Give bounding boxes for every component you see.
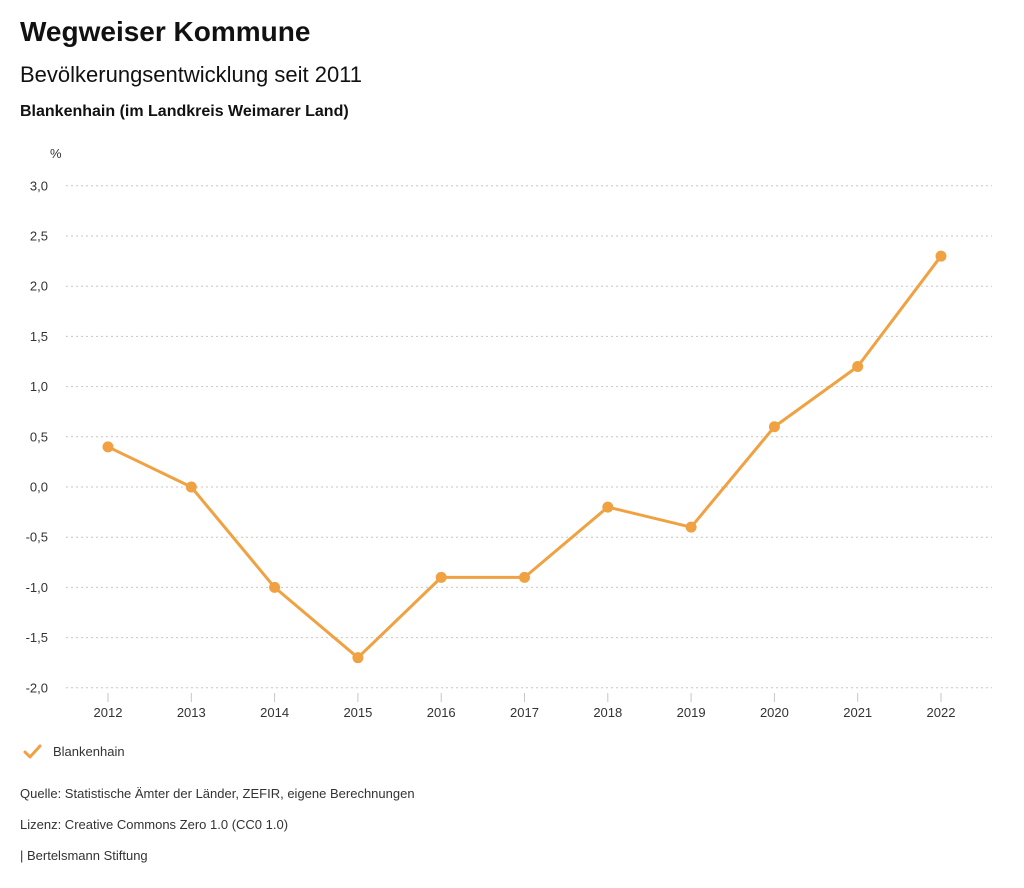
y-axis-tick-label: 2,0 [30,279,48,294]
data-point[interactable] [352,652,364,664]
source-text: Quelle: Statistische Ämter der Länder, Z… [20,786,415,801]
data-point[interactable] [852,361,864,373]
x-axis-tick-label: 2014 [260,705,289,720]
x-axis-tick-label: 2017 [510,705,539,720]
data-point[interactable] [602,501,614,513]
data-point[interactable] [102,441,114,453]
y-axis-tick-label: -0,5 [26,530,48,545]
y-axis-tick-label: -1,0 [26,580,48,595]
series-line [106,254,943,660]
line-chart: 3,0 2,5 2,0 1,5 1,0 0,5 0,0 -0,5 -1,0 -1,5 -2,0 201… [26,178,992,720]
y-axis-unit-label: % [50,146,62,161]
x-axis-tick-label: 2018 [593,705,622,720]
x-axis-tick-label: 2020 [760,705,789,720]
data-point[interactable] [935,250,947,262]
y-axis-tick-label: 2,5 [30,229,48,244]
data-point[interactable] [435,571,447,583]
x-axis-tick-label: 2012 [94,705,123,720]
x-axis-tick-label: 2021 [843,705,872,720]
y-axis-tick-label: 0,5 [30,429,48,444]
chart-title: Bevölkerungsentwicklung seit 2011 [20,62,363,87]
data-point[interactable] [185,481,197,493]
data-point[interactable] [685,521,697,533]
data-point[interactable] [768,421,780,433]
y-axis-tick-label: -2,0 [26,680,48,695]
legend-item-blankenhain[interactable]: Blankenhain [23,744,125,759]
app-title: Wegweiser Kommune [20,16,311,47]
x-axis-tick-label: 2022 [927,705,956,720]
data-point[interactable] [519,571,530,583]
y-axis-tick-label: 1,0 [30,379,48,394]
license-text: Lizenz: Creative Commons Zero 1.0 (CC0 1… [20,817,289,832]
chart-region-subtitle: Blankenhain (im Landkreis Weimarer Land) [20,103,349,120]
y-axis-tick-label: -1,5 [26,630,48,645]
data-point[interactable] [269,581,281,593]
y-axis-tick-label: 1,5 [30,329,48,344]
y-axis-tick-label: 3,0 [30,178,48,193]
y-axis-tick-label: 0,0 [30,480,48,495]
x-axis-tick-label: 2019 [677,705,706,720]
attribution-text: | Bertelsmann Stiftung [20,848,148,863]
x-axis-tick-label: 2013 [177,705,206,720]
check-icon [23,744,42,759]
x-axis-tick-label: 2016 [427,705,456,720]
legend-label: Blankenhain [53,744,125,759]
x-axis-tick-label: 2015 [343,705,372,720]
